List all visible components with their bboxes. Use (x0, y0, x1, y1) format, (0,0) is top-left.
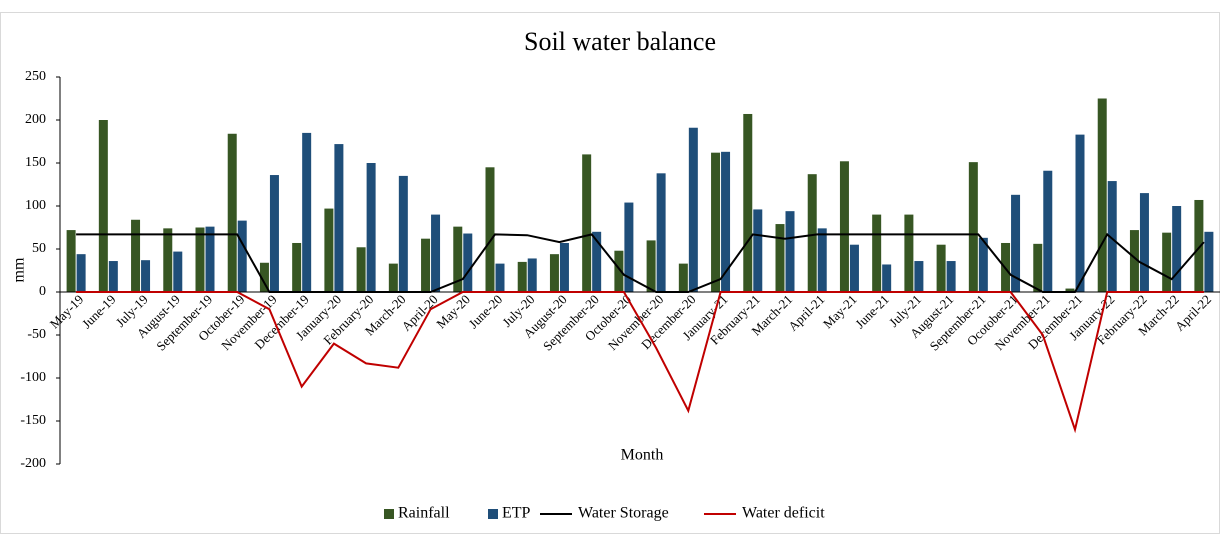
bar (453, 226, 463, 292)
bar (1065, 288, 1075, 292)
bar (1075, 134, 1085, 292)
bar (334, 144, 344, 292)
y-tick-label: 50 (32, 241, 46, 256)
legend-label: Rainfall (398, 505, 450, 522)
bar (495, 263, 505, 292)
y-tick-label: -150 (20, 413, 46, 428)
bar (195, 227, 205, 292)
legend-swatch (384, 509, 394, 519)
bar (1172, 206, 1182, 292)
bar (66, 230, 76, 292)
bar (485, 167, 495, 292)
y-tick-label: -200 (20, 456, 46, 471)
bar (807, 174, 817, 292)
bar (1162, 232, 1172, 292)
y-tick-label: 250 (25, 69, 46, 84)
bar (775, 224, 785, 292)
bar (98, 120, 108, 292)
bar (646, 240, 656, 292)
bar (721, 151, 731, 292)
bar (743, 113, 753, 292)
bar (849, 244, 859, 292)
bar (1139, 193, 1149, 292)
bar (592, 231, 602, 292)
y-tick-label: 150 (25, 155, 46, 170)
bar (978, 237, 988, 292)
bar (688, 127, 698, 293)
bar (559, 242, 569, 292)
bar (227, 133, 237, 292)
bar (872, 214, 882, 292)
bar (1107, 181, 1117, 292)
bar (421, 238, 431, 292)
bar (292, 242, 302, 292)
bar (141, 260, 151, 292)
y-tick-label: -50 (27, 327, 46, 342)
bar (366, 163, 376, 292)
bar (388, 263, 398, 292)
legend-label: Water deficit (742, 505, 825, 522)
chart-title: Soil water balance (524, 27, 716, 56)
bar (237, 220, 247, 292)
bar (582, 154, 592, 292)
bar (259, 262, 269, 292)
bar (656, 173, 666, 292)
legend-label: ETP (502, 505, 531, 522)
bar (269, 175, 279, 292)
legend-label: Water Storage (578, 505, 669, 522)
bar (398, 175, 408, 292)
bar (817, 228, 827, 292)
y-tick-label: 200 (25, 112, 46, 127)
bar (785, 211, 795, 292)
x-axis-label: Month (621, 447, 664, 464)
legend-swatch (488, 509, 498, 519)
y-tick-label: 0 (39, 284, 46, 299)
line (76, 232, 1205, 293)
bar (711, 152, 721, 292)
bar (527, 258, 537, 292)
bar (431, 214, 441, 292)
bar (356, 247, 366, 292)
bar (1097, 98, 1107, 292)
bar (968, 162, 978, 292)
bar (517, 261, 527, 292)
bar (1204, 231, 1214, 292)
bar (946, 261, 956, 292)
bar (1129, 230, 1139, 292)
bar (163, 228, 173, 292)
bar (614, 250, 624, 292)
bar (463, 233, 473, 292)
bar (678, 263, 688, 292)
bar (839, 161, 849, 292)
bar (205, 226, 215, 292)
bar (302, 132, 312, 292)
bar (904, 214, 914, 292)
bar (108, 261, 118, 292)
bar (753, 209, 763, 292)
bar (549, 254, 559, 292)
line (76, 291, 1204, 434)
bar (624, 202, 634, 292)
bar (1011, 194, 1021, 292)
bar (131, 219, 141, 292)
bar (936, 244, 946, 292)
y-tick-label: 100 (25, 198, 46, 213)
bar (173, 251, 183, 292)
bar (1194, 199, 1204, 292)
bar (1033, 243, 1043, 292)
bar (324, 208, 334, 292)
y-axis-label: mm (11, 257, 28, 282)
bar (882, 264, 892, 292)
bar (1043, 170, 1053, 292)
y-tick-label: -100 (20, 370, 46, 385)
bar (914, 261, 924, 292)
bar (76, 254, 86, 292)
